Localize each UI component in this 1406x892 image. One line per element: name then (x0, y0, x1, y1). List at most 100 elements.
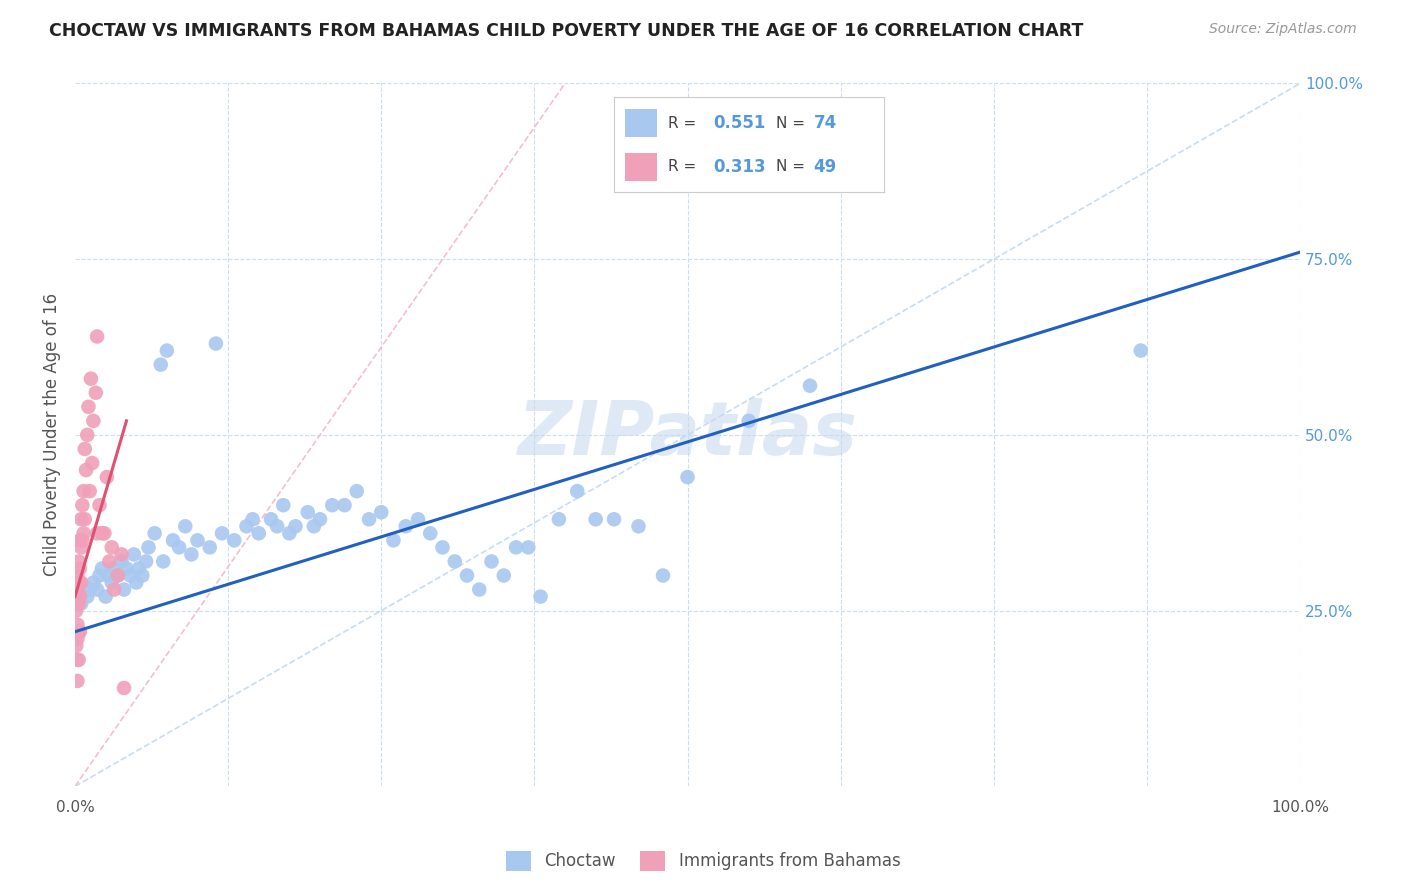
Point (66, 653, 89, 667)
Point (110, 548, 132, 562)
Point (120, 568, 142, 582)
Point (186, 533, 208, 548)
Point (77, 400, 100, 414)
Point (443, 554, 465, 568)
Point (97, 568, 120, 582)
Point (676, 470, 699, 484)
Point (333, 498, 356, 512)
Point (67, 575, 90, 590)
Point (162, 533, 184, 548)
Point (167, 541, 190, 555)
Point (652, 568, 675, 582)
Point (128, 561, 150, 575)
Point (567, 484, 589, 499)
Point (115, 561, 138, 575)
Point (382, 533, 405, 548)
Point (66, 673, 89, 688)
Point (66, 568, 89, 582)
Point (271, 498, 294, 512)
Point (260, 512, 283, 526)
Point (406, 512, 429, 526)
Point (198, 541, 221, 555)
Point (69, 533, 91, 548)
Point (86, 526, 108, 541)
Point (72, 498, 94, 512)
Point (79, 582, 101, 597)
Point (738, 414, 761, 428)
Point (107, 568, 129, 582)
Point (72, 533, 94, 548)
Point (89, 498, 111, 512)
Point (72, 526, 94, 541)
Point (82, 575, 104, 590)
Point (266, 519, 288, 533)
Point (152, 554, 174, 568)
Point (94, 590, 117, 604)
Point (86, 329, 108, 343)
Point (112, 582, 135, 597)
Point (125, 575, 148, 590)
Point (205, 336, 228, 351)
Point (211, 526, 233, 541)
Point (96, 470, 118, 484)
Point (69, 561, 91, 575)
Point (585, 512, 607, 526)
Point (468, 582, 491, 597)
Point (91, 561, 114, 575)
Point (143, 526, 166, 541)
Point (370, 505, 392, 519)
Point (235, 519, 257, 533)
Point (112, 681, 135, 695)
Point (73, 512, 96, 526)
Point (66, 632, 89, 646)
Point (321, 498, 343, 512)
Point (481, 554, 503, 568)
Point (67, 653, 90, 667)
Point (110, 554, 132, 568)
Point (103, 582, 125, 597)
Point (548, 512, 571, 526)
Point (395, 519, 418, 533)
Point (82, 456, 104, 470)
Point (69, 624, 91, 639)
Point (84, 385, 107, 400)
Point (75, 463, 97, 477)
Point (156, 343, 179, 358)
Text: ZIPatlas: ZIPatlas (517, 399, 858, 471)
Text: CHOCTAW VS IMMIGRANTS FROM BAHAMAS CHILD POVERTY UNDER THE AGE OF 16 CORRELATION: CHOCTAW VS IMMIGRANTS FROM BAHAMAS CHILD… (49, 22, 1084, 40)
Point (138, 541, 160, 555)
Point (89, 568, 111, 582)
Point (492, 568, 515, 582)
Point (297, 505, 319, 519)
Point (70, 597, 93, 611)
Point (65, 639, 87, 653)
Point (799, 378, 821, 392)
Point (1129, 343, 1152, 358)
Point (67, 597, 90, 611)
Point (70, 541, 93, 555)
Point (76, 590, 98, 604)
Point (66, 582, 89, 597)
Point (278, 526, 301, 541)
Point (100, 541, 122, 555)
Point (456, 568, 478, 582)
Text: Source: ZipAtlas.com: Source: ZipAtlas.com (1209, 22, 1357, 37)
Legend: Choctaw, Immigrants from Bahamas: Choctaw, Immigrants from Bahamas (498, 842, 908, 880)
Point (67, 554, 90, 568)
Point (107, 568, 129, 582)
Point (122, 548, 145, 562)
Point (65, 590, 87, 604)
Point (131, 568, 153, 582)
Point (80, 372, 103, 386)
Point (73, 442, 96, 456)
Point (529, 590, 551, 604)
Point (91, 526, 114, 541)
Point (76, 428, 98, 442)
Point (149, 358, 172, 372)
Point (174, 519, 197, 533)
Point (65, 624, 87, 639)
Point (627, 519, 650, 533)
Point (66, 617, 89, 632)
Point (70, 512, 93, 526)
Point (284, 519, 307, 533)
